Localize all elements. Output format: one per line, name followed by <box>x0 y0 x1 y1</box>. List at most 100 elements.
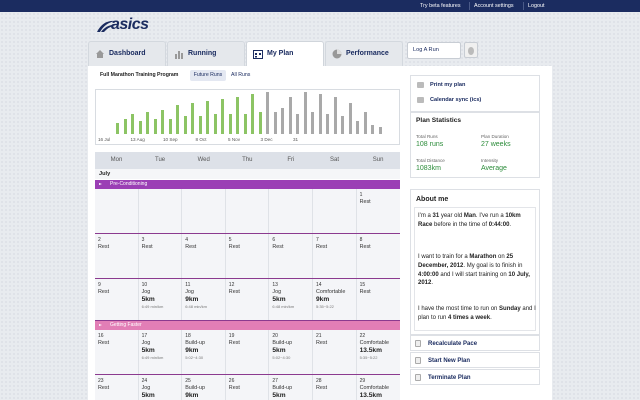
play-icon <box>99 183 102 185</box>
calendar-day-cell[interactable]: 24Jog5km6:49 min/km <box>139 375 183 400</box>
filter-future-runs[interactable]: Future Runs <box>190 70 226 81</box>
logout-link[interactable]: Logout <box>528 3 545 9</box>
calendar-day-cell[interactable]: 28 Rest <box>313 375 357 400</box>
day-number: 23 <box>98 378 104 384</box>
run-label: Rest <box>316 385 328 391</box>
chart-bar <box>123 118 127 134</box>
about-text: . <box>509 221 512 228</box>
stat-value: 1083km <box>416 165 441 172</box>
calendar-day-cell[interactable]: 19 Rest <box>226 330 270 374</box>
chart-x-tick: 8 Oct <box>195 137 207 142</box>
about-text: year old <box>439 213 464 219</box>
calendar-day-cell[interactable]: 11 Jog 9km 6:48 min/km <box>182 279 226 320</box>
calendar-day-cell[interactable]: 14 Comfortable 9km 5:35~5:22 <box>313 279 357 320</box>
filter-all-runs[interactable]: All Runs <box>231 72 251 78</box>
run-label: Rest <box>316 244 328 250</box>
calendar-day-cell[interactable]: 17 Jog 5km 6:49 min/km <box>139 330 183 374</box>
calendar-day-cell[interactable]: 18 Build-up 9km 5:02~4:30 <box>182 330 226 374</box>
start-new-plan-button[interactable]: Start New Plan <box>410 352 540 368</box>
calendar-day-cell[interactable]: 8 Rest <box>357 234 401 278</box>
chart-bar <box>213 114 217 134</box>
day-number: 2 <box>98 237 101 243</box>
run-distance: 5km <box>272 392 286 399</box>
calendar-day-cell[interactable]: 9 Rest <box>95 279 139 320</box>
home-icon <box>96 50 104 58</box>
calendar-day-cell[interactable]: 16 Rest <box>95 330 139 374</box>
tab-my-plan[interactable]: My Plan <box>246 41 324 67</box>
about-highlight: 4 times a week <box>448 314 491 321</box>
run-distance: 5km <box>141 296 155 303</box>
phase-bar[interactable]: Getting Faster <box>95 321 400 330</box>
asics-stripes-icon <box>97 20 116 32</box>
run-distance: 13.5km <box>359 347 382 354</box>
about-paragraph-1: I'm a 31 year old Man. I've run a 10km R… <box>418 212 536 230</box>
printer-icon <box>417 82 424 88</box>
day-number: 15 <box>359 282 366 288</box>
calendar-day-cell <box>139 189 183 233</box>
calendar-day-cell[interactable]: 5 Rest <box>226 234 270 278</box>
calendar-day-cell[interactable]: 15 Rest <box>357 279 401 320</box>
terminate-plan-button[interactable]: Terminate Plan <box>410 369 540 385</box>
calendar-day-cell <box>182 189 226 233</box>
calendar-day-cell[interactable]: 13 Jog 5km 6:48 min/km <box>269 279 313 320</box>
run-label: Rest <box>98 340 110 346</box>
about-text: . <box>490 314 492 321</box>
chart-bar <box>311 112 315 134</box>
run-label: Comfortable <box>359 385 389 391</box>
about-text: . <box>431 280 434 287</box>
day-number: 16 <box>98 333 104 339</box>
account-settings-link[interactable]: Account settings <box>474 3 514 9</box>
asics-logo[interactable]: asics <box>95 14 155 36</box>
calendar-day-cell[interactable]: 6 Rest <box>269 234 313 278</box>
phase-bar[interactable]: Pre-Conditioning <box>95 180 400 189</box>
calendar-week: 2 Rest 3 Rest 4 Rest 5 Rest 6 Rest 7 Rest 8 Rest <box>95 234 400 279</box>
pie-chart-icon <box>332 49 342 59</box>
chart-bar <box>198 116 202 134</box>
about-highlight: 10km Race <box>418 213 521 228</box>
calendar-day-cell <box>269 189 313 233</box>
calendar-day-cell[interactable]: 7 Rest <box>313 234 357 278</box>
run-label: Rest <box>141 244 153 250</box>
calendar-day-cell[interactable]: 10 Jog 5km 6:49 min/km <box>139 279 183 320</box>
chart-bar <box>146 112 150 134</box>
calendar-day-cell[interactable]: 2 Rest <box>95 234 139 278</box>
stats-title: Plan Statistics <box>416 117 462 124</box>
tab-running[interactable]: Running <box>167 41 245 66</box>
calendar-day-cell[interactable]: 22 Comfortable 13.5km 5:35~5:22 <box>357 330 401 374</box>
logo-text: asics <box>111 16 149 33</box>
chart-bar <box>348 103 352 134</box>
about-text: and I plan to run <box>418 306 536 321</box>
run-distance: 9km <box>185 296 199 303</box>
try-beta-link[interactable]: Try beta features <box>420 3 461 9</box>
run-pace: 6:49 min/km <box>141 304 164 309</box>
calendar-day-cell[interactable]: 26 Rest <box>226 375 270 400</box>
calendar-day-cell <box>95 189 139 233</box>
day-number: 14 <box>316 282 322 288</box>
day-number: 12 <box>228 282 235 288</box>
log-run-button[interactable]: Log A Run <box>407 42 461 59</box>
tab-label: Performance <box>346 50 389 57</box>
play-icon <box>99 324 102 326</box>
calendar-day-cell[interactable]: 12 Rest <box>226 279 270 320</box>
calendar-day-cell[interactable]: 20 Build-up 5km 5:02~4:30 <box>269 330 313 374</box>
calendar-day-cell[interactable]: 23 Rest <box>95 375 139 400</box>
day-number: 26 <box>228 378 235 384</box>
calendar-day-cell[interactable]: 4 Rest <box>182 234 226 278</box>
day-number: 8 <box>359 237 363 243</box>
shoe-button[interactable] <box>464 42 478 58</box>
calendar-day-cell[interactable]: 3 Rest <box>139 234 183 278</box>
about-highlight: 25 December, 2012 <box>418 254 514 269</box>
calendar-month-row: July <box>95 169 400 179</box>
calendar-day-cell[interactable]: 21 Rest <box>313 330 357 374</box>
about-text: before in the time of <box>432 221 489 228</box>
tab-performance[interactable]: Performance <box>325 41 403 66</box>
recalculate-pace-button[interactable]: Recalculate Pace <box>410 335 540 351</box>
run-label: Rest <box>316 340 328 346</box>
calendar-day-cell[interactable]: 1 Rest <box>357 189 401 233</box>
tab-dashboard[interactable]: Dashboard <box>88 41 166 66</box>
new-plan-icon <box>415 357 421 364</box>
chart-bar <box>116 123 120 134</box>
